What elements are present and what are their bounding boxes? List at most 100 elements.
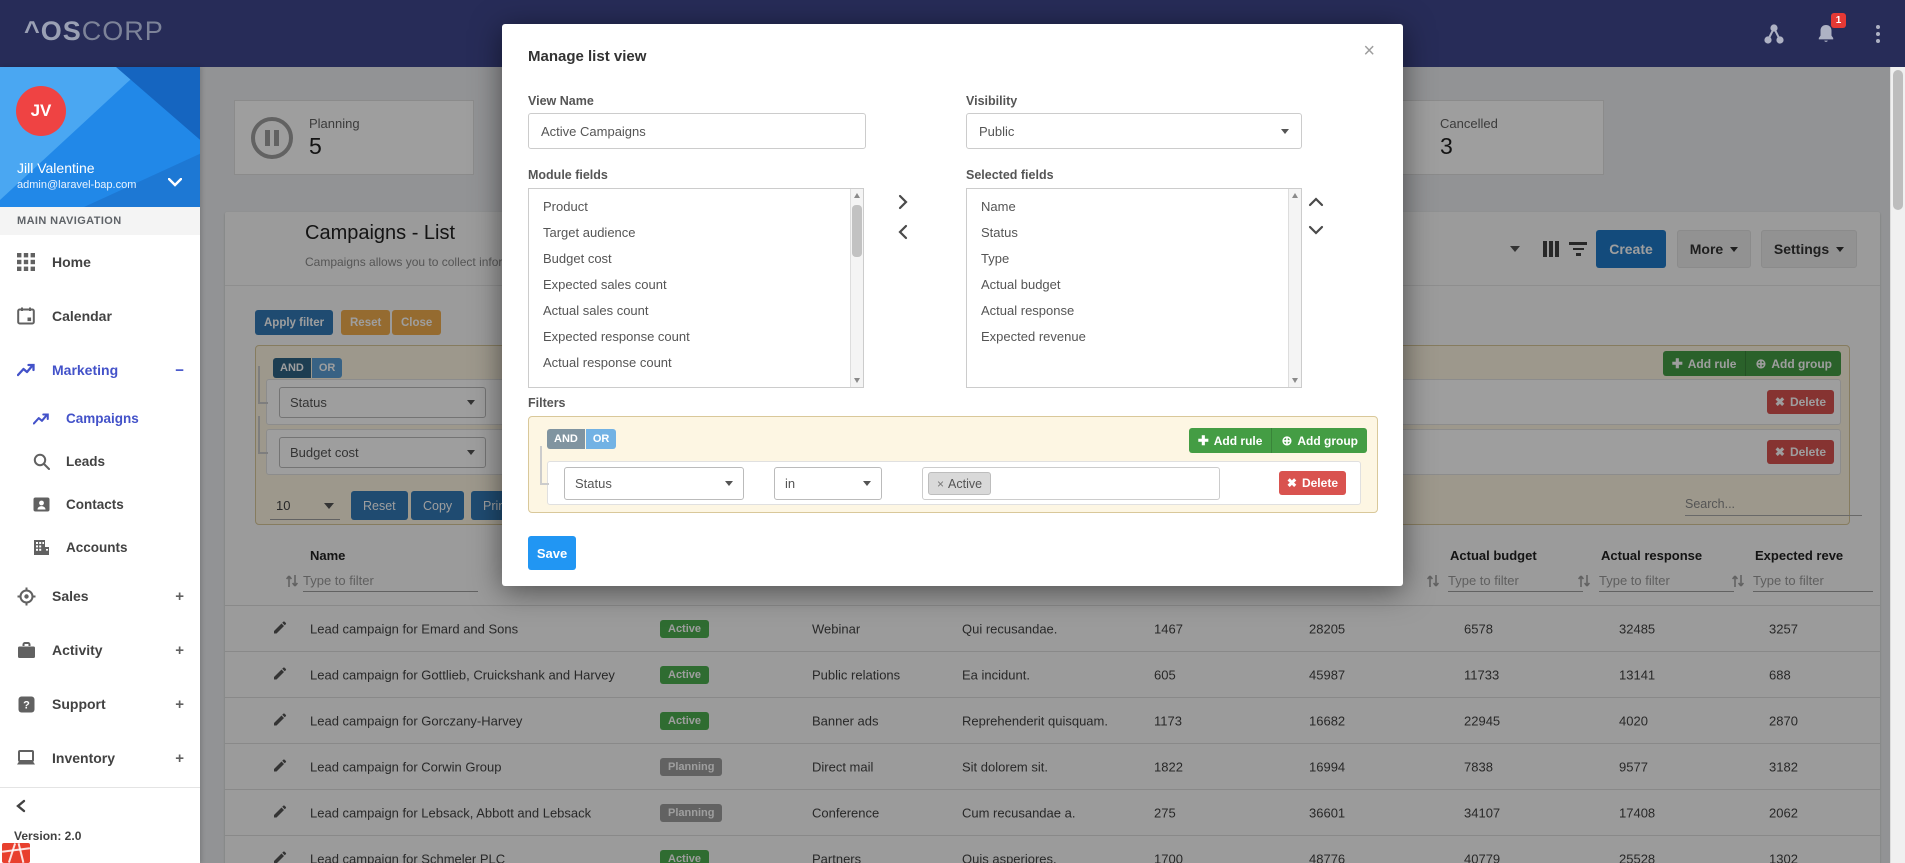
search-input[interactable]: Search... xyxy=(1685,490,1862,516)
rule-operator-select[interactable]: in xyxy=(774,467,882,500)
columns-icon[interactable] xyxy=(1543,230,1559,268)
selected-field-option[interactable]: Status xyxy=(981,224,1018,240)
close-filter-button[interactable]: Close xyxy=(392,310,442,335)
summary-card-planning[interactable]: Planning 5 xyxy=(234,100,474,175)
edit-pencil-icon[interactable] xyxy=(273,620,287,637)
filter-icon[interactable] xyxy=(1569,230,1587,268)
scroll-up-icon[interactable] xyxy=(1289,189,1301,202)
rule-value-input[interactable]: × Active xyxy=(922,467,1220,500)
expander-icon[interactable]: + xyxy=(175,695,184,713)
module-field-option[interactable]: Target audience xyxy=(543,224,636,240)
listbox-scrollbar[interactable] xyxy=(1288,189,1301,387)
sort-icon[interactable] xyxy=(1731,573,1745,589)
rule-field-select[interactable]: Status xyxy=(279,387,486,418)
table-reset-button[interactable]: Reset xyxy=(351,491,408,520)
sort-icon[interactable] xyxy=(285,573,299,589)
notifications-bell-icon[interactable]: 1 xyxy=(1813,12,1846,47)
page-size-select[interactable]: 10 xyxy=(270,492,340,520)
scrollbar-thumb[interactable] xyxy=(1893,70,1903,210)
apply-filter-button[interactable]: Apply filter xyxy=(255,310,334,335)
add-group-button[interactable]: ⊕ Add group xyxy=(1272,428,1367,453)
notification-badge[interactable]: 1 xyxy=(1831,12,1846,28)
settings-button[interactable]: Settings xyxy=(1761,230,1857,268)
collapse-sidebar-chevron-icon[interactable] xyxy=(15,799,27,816)
sort-icon[interactable] xyxy=(1426,573,1440,589)
sidebar-item[interactable]: Contacts xyxy=(0,483,200,526)
more-button[interactable]: More xyxy=(1677,230,1751,268)
name-filter-input[interactable]: Type to filter xyxy=(303,570,478,592)
sidebar-item[interactable]: Campaigns xyxy=(0,397,200,440)
column-header-actual-response[interactable]: Actual response xyxy=(1601,548,1703,563)
sidebar-item[interactable]: Sales + xyxy=(0,569,200,623)
column-header-name[interactable]: Name xyxy=(310,548,346,563)
table-row[interactable]: Lead campaign for Corwin Group Planning … xyxy=(225,743,1880,789)
visibility-select[interactable]: Public xyxy=(966,113,1302,149)
actual-budget-filter-input[interactable]: Type to filter xyxy=(1448,570,1583,592)
expected-revenue-filter-input[interactable]: Type to filter xyxy=(1753,570,1873,592)
module-field-option[interactable]: Actual sales count xyxy=(543,302,649,318)
module-field-option[interactable]: Product xyxy=(543,198,588,214)
scroll-down-icon[interactable] xyxy=(1289,374,1301,387)
selected-field-option[interactable]: Type xyxy=(981,250,1010,266)
and-button[interactable]: AND xyxy=(547,429,585,449)
edit-pencil-icon[interactable] xyxy=(273,712,287,729)
expander-icon[interactable]: + xyxy=(175,587,184,605)
kebab-menu-icon[interactable] xyxy=(1865,21,1891,47)
add-rule-button[interactable]: ✚ Add rule xyxy=(1662,351,1747,376)
module-field-option[interactable]: Actual response count xyxy=(543,354,672,370)
summary-card-cancelled[interactable]: Cancelled 3 xyxy=(1393,100,1604,175)
actual-response-filter-input[interactable]: Type to filter xyxy=(1599,570,1734,592)
edit-pencil-icon[interactable] xyxy=(273,666,287,683)
column-header-expected-revenue[interactable]: Expected reve xyxy=(1755,548,1844,563)
table-row[interactable]: Lead campaign for Gorczany-Harvey Active… xyxy=(225,697,1880,743)
page-scrollbar[interactable] xyxy=(1890,67,1905,863)
move-left-chevron-icon[interactable] xyxy=(896,224,910,243)
move-down-chevron-icon[interactable] xyxy=(1308,224,1324,239)
listbox-scrollbar[interactable] xyxy=(850,189,863,387)
table-row[interactable]: Lead campaign for Lebsack, Abbott and Le… xyxy=(225,789,1880,835)
table-row[interactable]: Lead campaign for Schmeler PLC Active Pa… xyxy=(225,835,1880,863)
sidebar-item[interactable]: Marketing − xyxy=(0,343,200,397)
edit-pencil-icon[interactable] xyxy=(273,804,287,821)
sidebar-item[interactable]: Inventory + xyxy=(0,731,200,785)
add-group-button[interactable]: ⊕ Add group xyxy=(1746,351,1841,376)
view-name-input[interactable]: Active Campaigns xyxy=(528,113,866,149)
reset-filter-button[interactable]: Reset xyxy=(341,310,391,335)
delete-rule-button[interactable]: ✖ Delete xyxy=(1766,440,1834,464)
avatar[interactable]: JV xyxy=(16,86,66,136)
or-button[interactable]: OR xyxy=(311,358,343,378)
selected-field-option[interactable]: Expected revenue xyxy=(981,328,1086,344)
selected-field-option[interactable]: Name xyxy=(981,198,1016,214)
rule-field-select[interactable]: Status xyxy=(564,467,744,500)
scroll-up-icon[interactable] xyxy=(851,189,863,202)
edit-pencil-icon[interactable] xyxy=(273,850,287,863)
sidebar-item[interactable]: Leads xyxy=(0,440,200,483)
table-copy-button[interactable]: Copy xyxy=(411,491,465,520)
and-button[interactable]: AND xyxy=(273,358,311,378)
selected-field-option[interactable]: Actual budget xyxy=(981,276,1061,292)
sidebar-item[interactable]: Home xyxy=(0,235,200,289)
module-fields-listbox[interactable]: Product Target audience Budget cost Expecte… xyxy=(528,188,864,388)
move-up-chevron-icon[interactable] xyxy=(1308,196,1324,211)
expander-icon[interactable]: − xyxy=(175,361,184,379)
save-button[interactable]: Save xyxy=(528,536,576,570)
delete-rule-button[interactable]: ✖ Delete xyxy=(1278,471,1346,495)
move-right-chevron-icon[interactable] xyxy=(896,194,910,213)
scrollbar-thumb[interactable] xyxy=(852,205,862,257)
or-button[interactable]: OR xyxy=(585,429,617,449)
selected-fields-listbox[interactable]: Name Status Type Actual budget Actual respon… xyxy=(966,188,1302,388)
module-field-option[interactable]: Expected response count xyxy=(543,328,690,344)
sidebar-item[interactable]: Activity + xyxy=(0,623,200,677)
create-button[interactable]: Create xyxy=(1596,230,1666,268)
table-row[interactable]: Lead campaign for Emard and Sons Active … xyxy=(225,605,1880,651)
sort-icon[interactable] xyxy=(1577,573,1591,589)
share-icon[interactable] xyxy=(1761,21,1787,47)
delete-rule-button[interactable]: ✖ Delete xyxy=(1766,390,1834,414)
sidebar-item[interactable]: Calendar xyxy=(0,289,200,343)
scroll-down-icon[interactable] xyxy=(851,374,863,387)
sidebar-item[interactable]: ? Support + xyxy=(0,677,200,731)
module-field-option[interactable]: Expected sales count xyxy=(543,276,667,292)
add-rule-button[interactable]: ✚ Add rule xyxy=(1188,428,1273,453)
sidebar-item[interactable]: Accounts xyxy=(0,526,200,569)
selected-field-option[interactable]: Actual response xyxy=(981,302,1075,318)
